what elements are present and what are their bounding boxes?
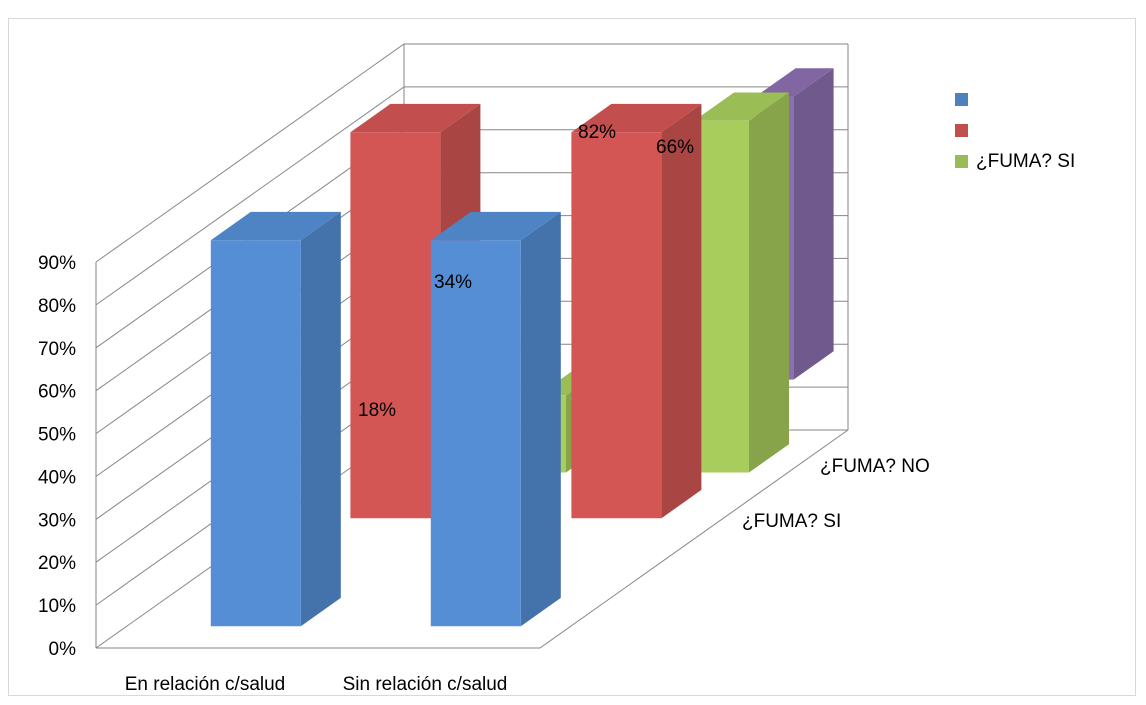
legend-label: ¿FUMA? SI	[976, 151, 1075, 172]
x-axis-categories: En relación c/salud Sin relación c/salud	[125, 674, 508, 695]
bar-front	[210, 240, 301, 627]
y-tick-label: 0%	[49, 639, 77, 660]
x-category-label: Sin relación c/salud	[343, 674, 508, 695]
bar	[694, 92, 789, 473]
data-label: 82%	[578, 122, 616, 143]
y-tick-label: 10%	[38, 596, 76, 617]
bar-front	[694, 120, 749, 473]
y-tick-label: 30%	[38, 510, 76, 531]
bar-top	[571, 103, 702, 133]
y-tick-label: 60%	[38, 382, 76, 403]
bar-front	[350, 132, 441, 519]
bar-side	[661, 103, 702, 519]
legend-swatch	[955, 155, 968, 168]
bar-top	[755, 68, 834, 97]
chart-bars	[210, 68, 834, 627]
bar-side	[793, 68, 834, 380]
bar	[571, 103, 702, 519]
y-tick-label: 70%	[38, 339, 76, 360]
floor-edge	[96, 429, 849, 649]
data-label: 18%	[358, 400, 396, 421]
y-tick-label: 80%	[38, 296, 76, 317]
bar-top	[694, 92, 789, 121]
depth-category-label: ¿FUMA? NO	[820, 456, 930, 477]
data-label: 34%	[434, 272, 472, 293]
bar-front	[571, 132, 662, 519]
bar-side	[300, 211, 341, 627]
y-tick-label: 50%	[38, 425, 76, 446]
x-category-label: En relación c/salud	[125, 674, 286, 695]
bar-side	[749, 92, 789, 473]
legend-swatch	[955, 124, 968, 137]
legend-swatch	[955, 93, 968, 106]
depth-category-label: ¿FUMA? SI	[742, 511, 841, 532]
legend: ¿FUMA? SI	[955, 93, 1075, 172]
bar-top	[210, 211, 341, 241]
y-axis-ticks: 0% 10% 20% 30% 40% 50% 60% 70% 80% 90%	[38, 253, 76, 660]
data-labels: 34% 18% 82% 66%	[358, 122, 694, 421]
data-label: 66%	[656, 137, 694, 158]
depth-axis-categories: ¿FUMA? SI ¿FUMA? NO	[742, 456, 930, 532]
y-tick-label: 20%	[38, 553, 76, 574]
bar-top	[430, 211, 561, 241]
y-tick-label: 40%	[38, 467, 76, 488]
bar-front	[430, 240, 521, 627]
bar	[210, 211, 341, 627]
bar	[430, 211, 561, 627]
bar-side	[520, 211, 561, 627]
y-tick-label: 90%	[38, 253, 76, 274]
bar-top	[350, 103, 481, 133]
